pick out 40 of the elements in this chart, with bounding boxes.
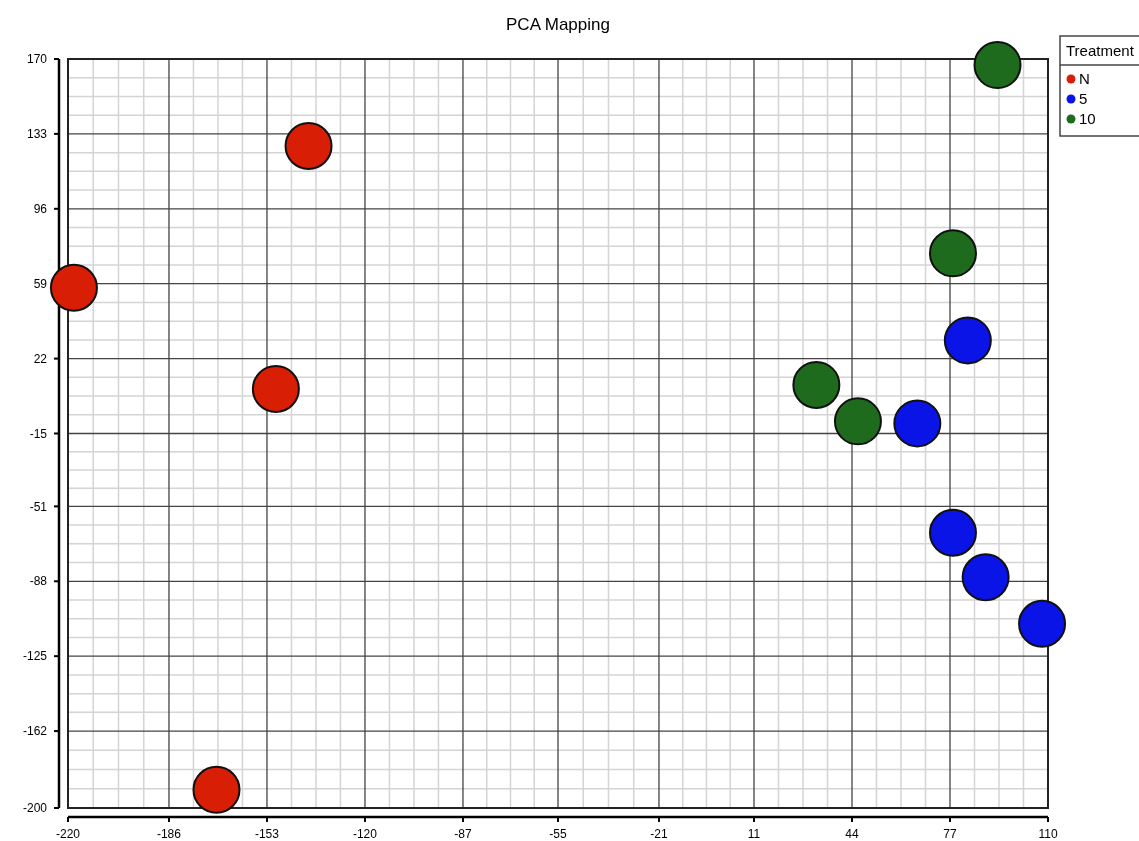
x-tick-label: 11 [747,827,761,841]
y-tick-label: 170 [26,52,48,67]
point [1018,599,1067,648]
point [284,122,333,171]
x-tick-label: 77 [943,827,957,841]
legend-label: N [1079,70,1090,88]
y-tick-label: -125 [22,649,48,664]
y-tick-label: 96 [33,202,48,216]
y-tick-label: 59 [33,276,48,291]
x-tick-label: -55 [549,827,567,841]
x-tick-label: -87 [454,827,472,841]
y-tick-label: -51 [29,499,48,514]
x-tick-label: 110 [1038,827,1058,841]
legend-label: 5 [1079,90,1088,108]
x-tick-label: -21 [650,827,668,841]
y-tick-label: -88 [29,574,48,589]
x-tick-label: -120 [352,827,378,841]
point [251,364,300,413]
point [893,399,942,448]
x-tick-label: 44 [845,827,859,841]
point [973,41,1022,90]
point [943,316,992,365]
x-tick-label: -186 [156,827,182,841]
point [928,229,977,278]
point [833,397,882,446]
y-tick-label: 133 [26,127,48,142]
legend-title: Treatment [1066,42,1135,59]
x-tick-label: -220 [55,827,81,841]
y-tick-label: -162 [22,724,48,739]
point [928,508,977,557]
point [961,553,1010,602]
point [792,360,841,409]
y-tick-label: 22 [33,351,48,366]
y-tick-label: -200 [22,801,48,816]
x-tick-label: -153 [254,827,280,841]
point [192,765,241,814]
point [49,263,98,312]
chart-title: PCA Mapping [506,15,610,34]
y-tick-label: -15 [29,426,48,441]
legend-label: 10 [1079,110,1096,128]
